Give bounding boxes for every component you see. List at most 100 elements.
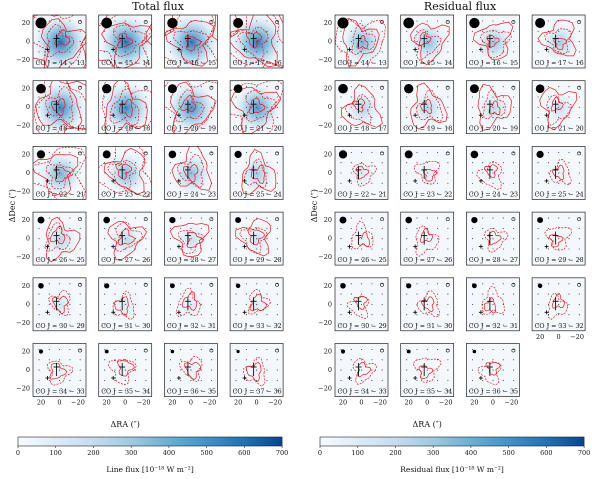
spaxel-dot <box>135 258 137 260</box>
colorbar-tick-label: 700 <box>578 449 590 457</box>
spaxel-dot <box>266 193 268 195</box>
beam-marker <box>537 217 544 224</box>
spaxel-dot <box>371 379 373 381</box>
spaxel-dot <box>104 227 106 229</box>
panel-frame <box>98 80 153 135</box>
spaxel-dot <box>104 303 106 305</box>
spaxel-dot <box>371 217 373 219</box>
spaxel-dot <box>416 41 418 43</box>
spaxel-dot <box>256 151 258 153</box>
contour-line <box>118 99 133 118</box>
spaxel-dot <box>135 379 137 381</box>
spaxel-dot <box>200 390 202 392</box>
spaxel-dot <box>371 324 373 326</box>
emission-blob <box>474 21 514 64</box>
spaxel-dot <box>482 162 484 164</box>
panel-frame <box>164 80 218 135</box>
spaxel-dot <box>502 61 504 63</box>
spaxel-dot <box>124 227 126 229</box>
map-panel: CO J = 31 − 30 <box>98 277 153 332</box>
spaxel-dot <box>381 182 383 184</box>
spaxel-dot <box>104 127 106 129</box>
spaxel-dot <box>471 106 473 108</box>
panel-frame <box>466 14 520 69</box>
spaxel-dot <box>492 162 494 164</box>
spaxel-dot <box>502 106 504 108</box>
map-panel: CO J = 32 − 31 <box>466 277 520 332</box>
spaxel-dot <box>471 227 473 229</box>
spaxel-dot <box>114 106 116 108</box>
spaxel-dot <box>381 248 383 250</box>
contour-line <box>112 24 146 58</box>
contour-line <box>245 89 277 123</box>
spaxel-dot <box>145 248 147 250</box>
spaxel-dot <box>124 30 126 32</box>
spaxel-dot <box>437 86 439 88</box>
spaxel-dot <box>266 227 268 229</box>
beam-marker <box>169 216 176 224</box>
spaxel-dot <box>276 106 278 108</box>
x-tick-label: 0 <box>189 399 193 407</box>
spaxel-dot <box>340 390 342 392</box>
map-panel: CO J = 23 − 22 <box>98 146 153 200</box>
spaxel-dot <box>276 162 278 164</box>
spaxel-dot <box>471 369 473 371</box>
spaxel-dot <box>568 20 570 22</box>
contour-line <box>251 164 266 184</box>
spaxel-dot <box>69 151 71 153</box>
spaxel-dot <box>416 258 418 260</box>
spaxel-dot <box>406 30 408 32</box>
spaxel-dot <box>69 86 71 88</box>
spaxel-dot <box>350 324 352 326</box>
spaxel-dot <box>256 227 258 229</box>
spaxel-dot <box>416 217 418 219</box>
spaxel-dot <box>482 369 484 371</box>
spaxel-dot <box>190 324 192 326</box>
spaxel-dot <box>471 314 473 316</box>
transition-label: CO J = 29 − 28 <box>535 257 584 264</box>
spaxel-dot <box>371 106 373 108</box>
spaxel-dot <box>245 30 247 32</box>
panel-frame <box>164 343 218 397</box>
spaxel-dot <box>426 283 428 285</box>
spaxel-dot <box>235 359 237 361</box>
spaxel-dot <box>114 359 116 361</box>
spaxel-dot <box>361 303 363 305</box>
reference-star <box>511 20 516 24</box>
spaxel-dot <box>135 217 137 219</box>
spaxel-dot <box>471 96 473 98</box>
spaxel-dot <box>482 151 484 153</box>
contour-line <box>481 285 505 315</box>
spaxel-dot <box>266 359 268 361</box>
spaxel-dot <box>447 238 449 240</box>
spaxel-dot <box>245 162 247 164</box>
transition-label: CO J = 21 − 20 <box>535 126 584 133</box>
colorbar-tick-label: 0 <box>16 449 20 457</box>
reference-star <box>445 85 450 90</box>
y-tick-label: 0 <box>328 300 332 308</box>
panel-frame <box>466 277 520 332</box>
spaxel-dot <box>169 324 171 326</box>
beam-marker <box>404 150 413 159</box>
spaxel-dot <box>145 314 147 316</box>
spaxel-dot <box>145 117 147 119</box>
spaxel-dot <box>211 258 213 260</box>
transition-label: CO J = 36 − 35 <box>469 389 518 396</box>
spaxel-dot <box>350 258 352 260</box>
spaxel-dot <box>59 151 61 153</box>
contour-line <box>357 361 372 377</box>
spaxel-dot <box>200 303 202 305</box>
contour-line <box>351 22 376 56</box>
panel-frame <box>32 211 87 266</box>
spaxel-dot <box>245 193 247 195</box>
spaxel-dot <box>426 61 428 63</box>
transition-label: CO J = 27 − 26 <box>403 257 452 264</box>
spaxel-dot <box>492 151 494 153</box>
transition-label: CO J = 18 − 17 <box>338 126 387 133</box>
spaxel-dot <box>502 172 504 174</box>
transition-label: CO J = 23 − 22 <box>101 191 150 198</box>
spaxel-dot <box>245 379 247 381</box>
spaxel-dot <box>145 369 147 371</box>
spaxel-dot <box>568 248 570 250</box>
